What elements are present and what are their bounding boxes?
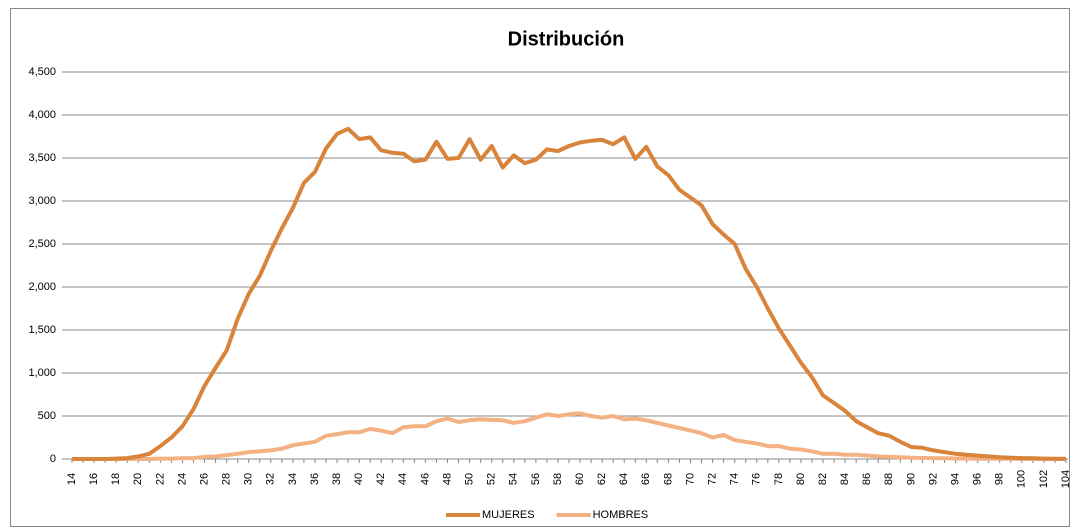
x-tick-label: 36 <box>309 473 321 485</box>
x-tick-label: 84 <box>839 473 851 485</box>
x-tick-label: 70 <box>684 473 696 485</box>
y-tick-label: 2,000 <box>28 281 56 293</box>
chart-frame <box>10 8 1070 527</box>
x-tick-label: 94 <box>949 473 961 485</box>
x-tick-label: 24 <box>176 473 188 485</box>
x-tick-label: 22 <box>154 473 166 485</box>
x-tick-label: 98 <box>994 473 1006 485</box>
x-tick-label: 50 <box>464 473 476 485</box>
x-tick-label: 66 <box>640 473 652 485</box>
y-tick-label: 1,500 <box>28 324 56 336</box>
x-tick-label: 86 <box>861 473 873 485</box>
y-tick-label: 0 <box>50 453 56 465</box>
y-tick-label: 500 <box>38 410 56 422</box>
y-tick-label: 4,500 <box>28 66 56 78</box>
x-tick-label: 16 <box>88 473 100 485</box>
x-tick-label: 46 <box>419 473 431 485</box>
x-tick-label: 104 <box>1060 470 1072 488</box>
y-tick-label: 3,500 <box>28 152 56 164</box>
y-tick-label: 2,500 <box>28 238 56 250</box>
y-tick-label: 4,000 <box>28 109 56 121</box>
x-tick-label: 30 <box>243 473 255 485</box>
x-tick-label: 72 <box>706 473 718 485</box>
x-tick-label: 60 <box>574 473 586 485</box>
x-tick-label: 68 <box>662 473 674 485</box>
x-tick-label: 20 <box>132 473 144 485</box>
legend-label: HOMBRES <box>593 509 649 521</box>
x-tick-label: 92 <box>927 473 939 485</box>
series-line <box>72 126 1067 461</box>
x-tick-label: 38 <box>331 473 343 485</box>
x-tick-label: 62 <box>596 473 608 485</box>
x-tick-label: 54 <box>508 473 520 485</box>
x-tick-label: 42 <box>375 473 387 485</box>
chart-title: Distribución <box>508 28 625 50</box>
x-tick-label: 82 <box>817 473 829 485</box>
x-tick-label: 48 <box>441 473 453 485</box>
x-tick-label: 56 <box>530 473 542 485</box>
x-tick-label: 80 <box>795 473 807 485</box>
x-tick-label: 88 <box>883 473 895 485</box>
x-tick-label: 44 <box>397 473 409 485</box>
x-tick-label: 18 <box>110 473 122 485</box>
x-tick-label: 40 <box>353 473 365 485</box>
x-tick-label: 34 <box>287 473 299 485</box>
x-tick-label: 74 <box>729 473 741 485</box>
y-tick-label: 3,000 <box>28 195 56 207</box>
x-tick-label: 58 <box>552 473 564 485</box>
x-tick-label: 78 <box>773 473 785 485</box>
x-tick-label: 52 <box>486 473 498 485</box>
x-tick-label: 90 <box>905 473 917 485</box>
x-tick-label: 26 <box>198 473 210 485</box>
x-tick-label: 14 <box>66 473 78 485</box>
x-tick-label: 64 <box>618 473 630 485</box>
legend-label: MUJERES <box>482 509 535 521</box>
x-tick-label: 28 <box>221 473 233 485</box>
x-tick-label: 100 <box>1016 470 1028 488</box>
y-tick-label: 1,000 <box>28 367 56 379</box>
x-tick-label: 76 <box>751 473 763 485</box>
x-tick-label: 102 <box>1038 470 1050 488</box>
x-tick-label: 32 <box>265 473 277 485</box>
x-tick-label: 96 <box>972 473 984 485</box>
series-line <box>72 411 1066 461</box>
